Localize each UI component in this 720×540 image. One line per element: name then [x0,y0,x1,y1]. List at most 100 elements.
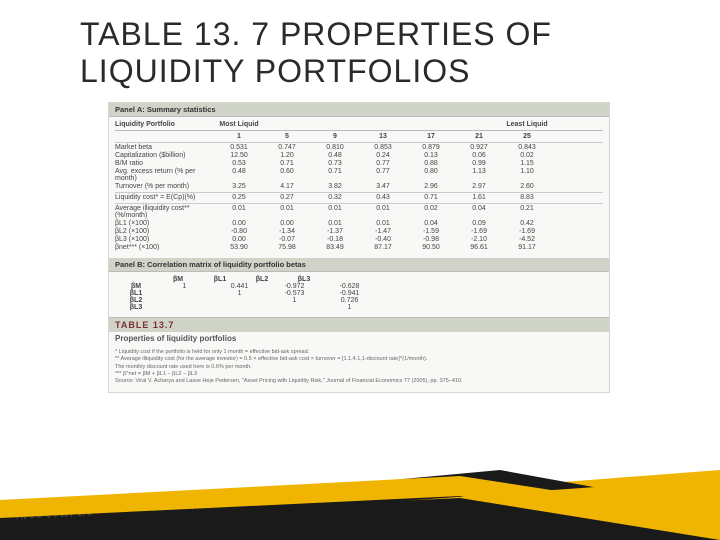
cell: -1.37 [311,228,359,235]
row-label: Market beta [115,144,215,151]
cell: 0.879 [407,144,455,151]
cell: 1.61 [455,194,503,201]
cell: 0.00 [215,236,263,243]
cell: 0.810 [311,144,359,151]
row-label: βnet*** (×100) [115,244,215,251]
row-label: βL2 (×100) [115,228,215,235]
cell: 0.99 [455,160,503,167]
cell: 1.15 [503,160,551,167]
corr-row: βL31 [115,304,377,311]
table-row: Market beta0.5310.7470.8100.8530.8790.92… [115,144,603,152]
cell: -0.80 [215,228,263,235]
footnote-line: The monthly discount rate used here is 0… [115,364,603,371]
cell: 0.73 [311,160,359,167]
table-row: βL1 (×100)0.000.000.010.010.040.090.42 [115,220,603,228]
cell: -1.34 [263,228,311,235]
cell: 53.90 [215,244,263,251]
corr-col: βM [157,276,199,283]
table-row: Avg. excess return (% per month)0.480.60… [115,168,603,183]
panel-a-body: Liquidity Portfolio Most Liquid Least Li… [109,117,609,258]
author-line-1: BAHATTIN BUYUKSAHIN, JHU, [16,501,196,511]
cell: -0.40 [359,236,407,243]
table-row: B/M ratio0.530.710.730.770.880.991.15 [115,160,603,168]
cell: 3.25 [215,183,263,190]
cell: 0.48 [311,152,359,159]
cell: 0.04 [455,205,503,219]
cell: 0.42 [503,220,551,227]
footnote-line: Source: Viral V. Acharya and Lasse Heje … [115,378,603,385]
cell: 0.77 [359,168,407,182]
cell: 0.853 [359,144,407,151]
cell: 3.82 [311,183,359,190]
cell: 0.01 [215,205,263,219]
cell: 0.77 [359,160,407,167]
row-label: B/M ratio [115,160,215,167]
cell: 1.10 [503,168,551,182]
panel-a-numheader: 15913172125 [115,133,603,141]
col-num: 13 [359,133,407,140]
cell: 0.53 [215,160,263,167]
cell: 0.80 [407,168,455,182]
cell: 90.50 [407,244,455,251]
cell: 0.48 [215,168,263,182]
cell: 0.21 [503,205,551,219]
cell: 4.17 [263,183,311,190]
table-row: Turnover (% per month)3.254.173.823.472.… [115,183,603,191]
table-row: βL2 (×100)-0.80-1.34-1.37-1.47-1.59-1.69… [115,228,603,236]
author-line-2: INVESTMENT [16,512,94,522]
page-number: 73 [689,512,702,526]
col-num: 9 [311,133,359,140]
cell: 0.04 [407,220,455,227]
cell: 83.49 [311,244,359,251]
cell: -1.69 [503,228,551,235]
cell: 0.02 [503,152,551,159]
cell: 0.747 [263,144,311,151]
cell: -2.10 [455,236,503,243]
cell: 0.43 [359,194,407,201]
cell: 12.50 [215,152,263,159]
cell: 0.24 [359,152,407,159]
col-num: 17 [407,133,455,140]
footnotes: * Liquidity cost if the portfolio is hel… [109,347,609,392]
cell: 2.97 [455,183,503,190]
row-label: βL3 (×100) [115,236,215,243]
panel-a-header: Panel A: Summary statistics [109,103,609,117]
corr-row: βL11-0.573-0.941 [115,290,377,297]
corr-col: βL1 [199,276,241,283]
panel-b-header: Panel B: Correlation matrix of liquidity… [109,258,609,272]
row-label: Capitalization ($billion) [115,152,215,159]
table-row: Liquidity cost* = E(Cp)(%)0.250.270.320.… [115,194,603,202]
row-label: Turnover (% per month) [115,183,215,190]
corr-row: βM10.441-0.972-0.628 [115,283,377,290]
footnote-line: *** β^net = βM + βL1 − βL2 − βL3 [115,371,603,378]
colgroup-label: Liquidity Portfolio [115,121,215,129]
col-num: 5 [263,133,311,140]
col-num: 21 [455,133,503,140]
cell: 0.00 [215,220,263,227]
col-num: 1 [215,133,263,140]
corr-row: βL210.726 [115,297,377,304]
cell: 0.01 [311,205,359,219]
table-figure: Panel A: Summary statistics Liquidity Po… [108,102,610,393]
table-row: Capitalization ($billion)12.501.200.480.… [115,152,603,160]
cell: 0.25 [215,194,263,201]
cell: 0.71 [311,168,359,182]
panel-b-body: βMβL1βL2βL3βM10.441-0.972-0.628βL11-0.57… [109,272,609,317]
colgroup-least: Least Liquid [503,121,551,129]
cell: 2.60 [503,183,551,190]
cell: -1.47 [359,228,407,235]
cell: 0.71 [263,160,311,167]
cell: 0.27 [263,194,311,201]
cell: -0.07 [263,236,311,243]
colgroup-most: Most Liquid [215,121,263,129]
cell: 0.60 [263,168,311,182]
cell: 87.17 [359,244,407,251]
panel-a-colgroup: Liquidity Portfolio Most Liquid Least Li… [115,121,603,131]
cell: 1.13 [455,168,503,182]
cell: 1.20 [263,152,311,159]
footer-author: BAHATTIN BUYUKSAHIN, JHU, INVESTMENT [16,501,196,524]
cell: -1.69 [455,228,503,235]
cell: 0.01 [263,205,311,219]
cell: 0.927 [455,144,503,151]
cell: 2.96 [407,183,455,190]
